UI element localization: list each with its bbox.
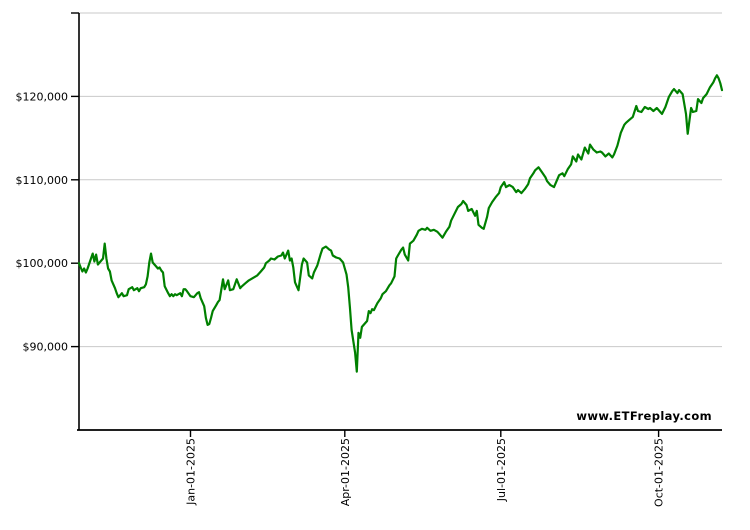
y-axis-ticks xyxy=(71,12,79,348)
series xyxy=(77,74,724,373)
portfolio-value-line xyxy=(77,74,724,373)
watermark-text: www.ETFreplay.com xyxy=(576,409,712,423)
gridlines xyxy=(79,12,722,348)
y-axis-label: $90,000 xyxy=(23,341,69,354)
x-axis-label: Apr-01-2025 xyxy=(339,438,352,506)
y-axis-label: $120,000 xyxy=(16,90,69,103)
axis-lines xyxy=(77,13,722,431)
y-axis-label: $110,000 xyxy=(16,174,69,187)
x-axis-labels: Jan-01-2025 Apr-01-2025 Jul-01-2025 Oct-01-… xyxy=(185,438,666,507)
x-axis-label: Oct-01-2025 xyxy=(653,438,666,507)
y-axis-label: $100,000 xyxy=(16,257,69,270)
x-axis-label: Jul-01-2025 xyxy=(495,438,508,502)
y-axis-labels: $90,000 $100,000 $110,000 $120,000 xyxy=(16,90,69,353)
x-axis-ticks xyxy=(189,430,660,437)
x-axis-label: Jan-01-2025 xyxy=(185,438,198,506)
